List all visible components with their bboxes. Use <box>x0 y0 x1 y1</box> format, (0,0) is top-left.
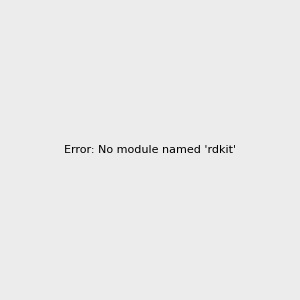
Text: Error: No module named 'rdkit': Error: No module named 'rdkit' <box>64 145 236 155</box>
